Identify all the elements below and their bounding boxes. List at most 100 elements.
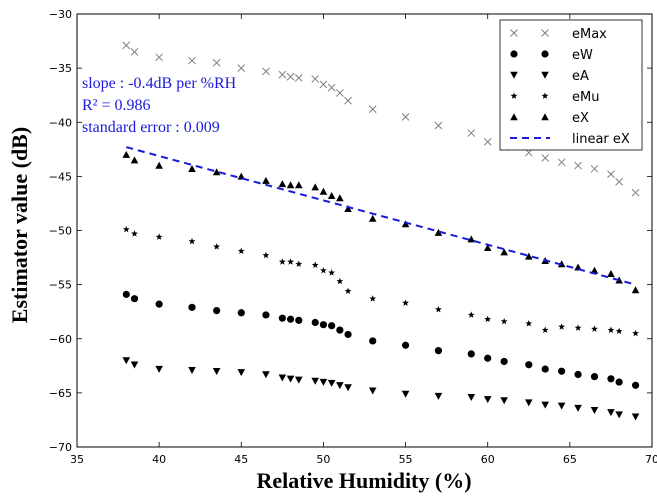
point-emu [262,251,270,259]
point-emu [632,329,639,337]
legend-label-ex: eX [572,111,589,126]
legend-swatch-ew [541,50,549,58]
point-emax [607,170,615,179]
point-ea [557,402,566,410]
point-emax [368,105,377,114]
point-emax [483,137,492,146]
point-ex [122,150,131,158]
point-ea [122,357,131,365]
legend-label-emax: eMax [572,27,607,42]
point-ew [188,303,196,311]
x-tick-label: 60 [481,453,495,466]
point-ex [130,156,139,164]
point-ex [607,270,615,277]
point-ew [237,309,245,317]
point-emax [434,121,443,130]
point-ea [130,361,139,369]
annotation-slope: slope : -0.4dB per %RH [82,75,237,92]
legend-swatch-ew [510,50,518,58]
legend-label-ea: eA [572,69,589,84]
point-emax [557,158,566,167]
point-emu [615,327,623,335]
legend-swatch-emu [510,92,518,99]
legend-label-emu: eMu [572,90,599,105]
legend-swatch-emu [541,92,549,99]
point-emu [188,237,196,245]
point-ew [278,314,286,322]
series-line-linear-ex [126,146,636,286]
point-ex [483,244,492,252]
x-axis-title: Relative Humidity (%) [256,468,471,493]
point-ea [311,377,320,385]
y-tick-label: −35 [49,62,72,75]
point-ea [188,366,196,374]
point-ea [607,409,615,417]
point-ea [590,406,599,414]
point-ea [541,401,550,409]
point-emu [402,299,409,306]
point-ew [122,290,130,298]
point-emax [631,188,640,197]
point-emu [336,277,344,285]
point-emax [262,67,270,76]
point-ea [336,382,344,390]
y-tick-label: −40 [49,116,72,129]
legend: eMax eW eA eMu eX linear eX [499,19,643,151]
point-emu [484,315,492,323]
point-ex [311,183,320,191]
point-ea [467,394,476,402]
point-ex [524,252,533,260]
point-ea [212,368,221,376]
point-ex [262,176,270,184]
point-ew [525,361,533,369]
point-ew [336,326,344,334]
point-ea [524,399,533,407]
x-tick-label: 55 [399,453,413,466]
point-ew [631,381,640,389]
point-ex [212,168,221,176]
point-ea [237,369,246,377]
point-emax [188,56,196,65]
point-ex [467,235,476,243]
point-emu [435,305,442,313]
point-emax [122,41,131,50]
point-emu [122,225,130,233]
point-ex [344,205,352,213]
point-ew [590,373,599,381]
point-emax [541,154,550,162]
point-ew [295,316,303,324]
annotation-block: slope : -0.4dB per %RH R² = 0.986 standa… [82,75,237,136]
point-emu [131,230,138,237]
point-emax [319,80,328,89]
y-tick-label: −30 [49,8,72,21]
x-tick-label: 40 [152,453,166,466]
point-emu [213,243,221,250]
point-ea [401,390,410,398]
y-tick-label: −55 [49,279,72,292]
point-ew [130,295,139,303]
point-ex [278,180,287,188]
point-ea [434,392,443,400]
point-emax [344,96,352,105]
point-ex [155,161,163,169]
x-tick-label: 50 [316,453,330,466]
point-emu [287,258,294,265]
y-tick-label: −50 [49,225,72,238]
point-ex [500,248,508,256]
point-ew [213,307,221,315]
point-ew [434,347,443,355]
legend-box [499,19,643,151]
point-ea [286,375,295,383]
point-ex [368,214,377,222]
point-ew [500,357,508,366]
point-emu [295,260,303,267]
point-emu [525,320,533,327]
point-emu [311,261,319,269]
point-emax [467,129,476,137]
point-ew [401,341,410,349]
legend-swatch-ea [541,71,549,79]
point-emu [155,233,163,240]
point-emax [574,161,582,170]
point-ew [344,330,352,339]
point-ew [467,350,475,358]
